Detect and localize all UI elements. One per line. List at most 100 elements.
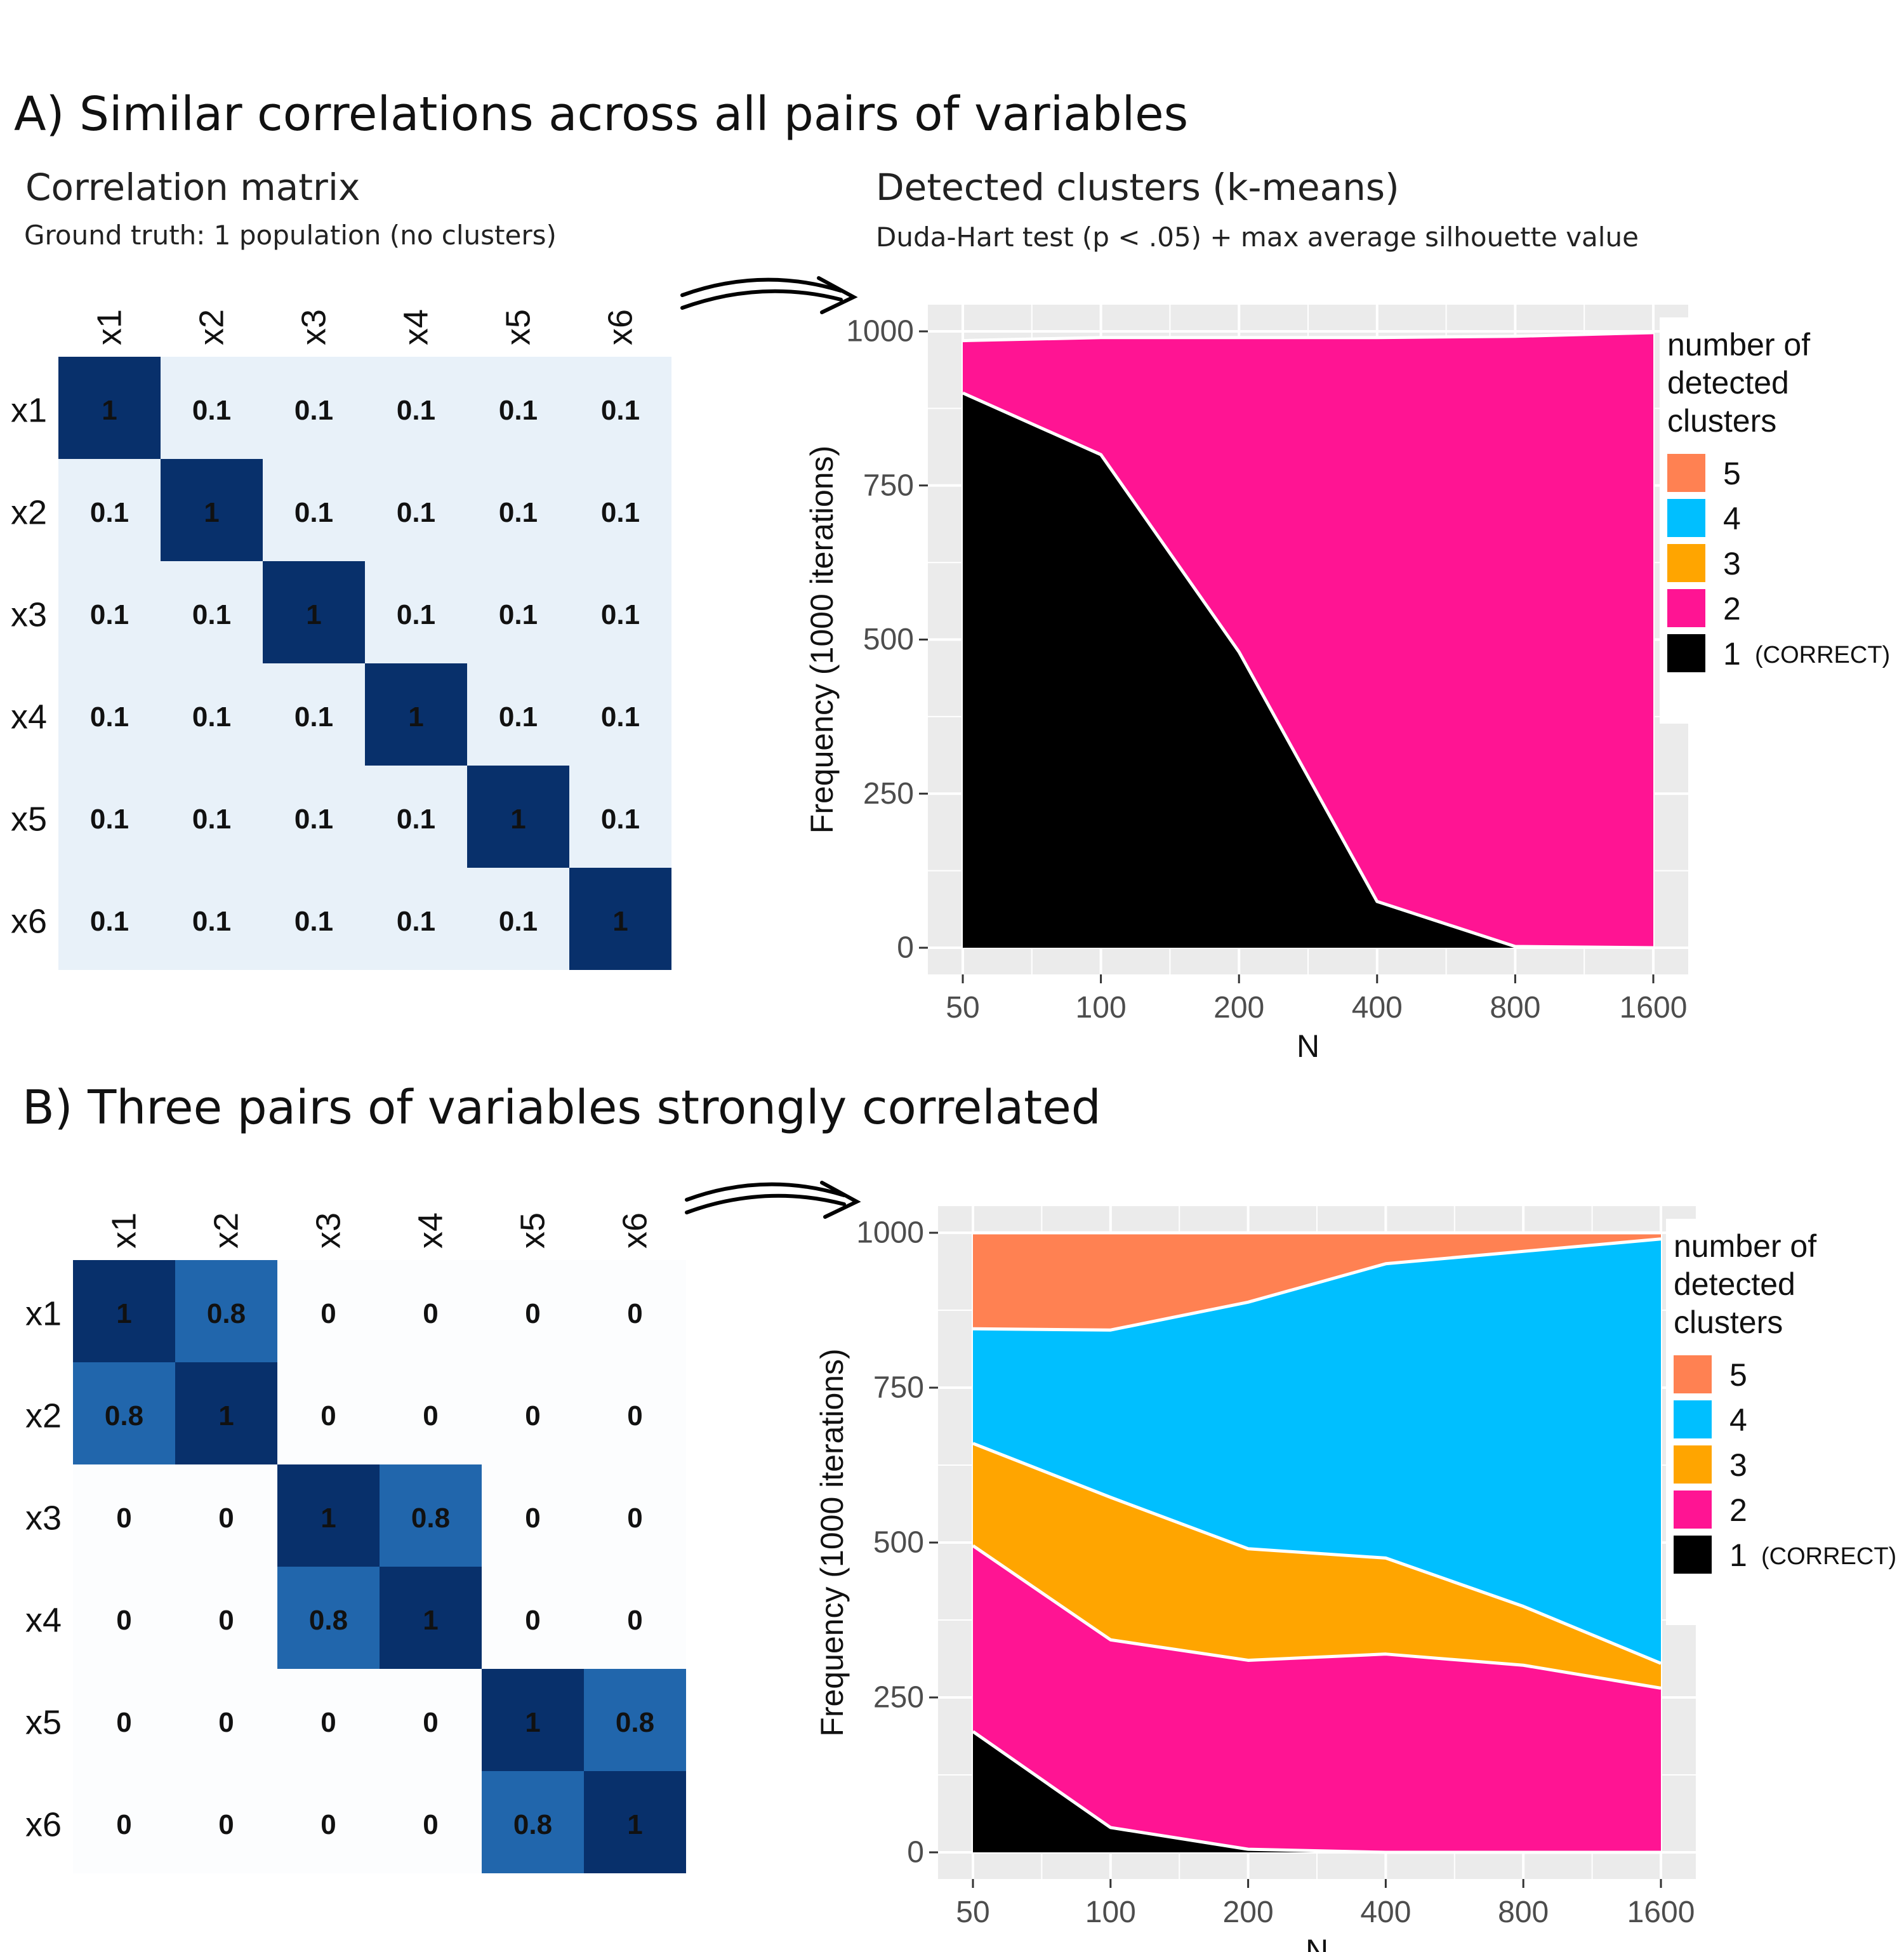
matrix-cell <box>380 1567 482 1669</box>
matrix-cell-value: 0 <box>423 1707 438 1738</box>
matrix-cell-value: 0.1 <box>397 599 435 630</box>
legend-title-line: number of <box>1667 327 1810 362</box>
matrix-cell <box>263 868 365 970</box>
matrix-col-label: x6 <box>616 1212 654 1249</box>
matrix-cell-value: 1 <box>423 1605 438 1636</box>
matrix-cell-value: 1 <box>510 804 526 835</box>
matrix-row-label: x5 <box>25 1704 62 1742</box>
matrix-cell <box>73 1362 175 1464</box>
matrix-cell-value: 0.1 <box>192 906 231 937</box>
matrix-cell <box>569 868 671 970</box>
matrix-col-label: x5 <box>514 1212 552 1249</box>
matrix-cell-value: 0.8 <box>309 1605 348 1636</box>
area-series-1 <box>963 393 1653 948</box>
matrix-a-title: Correlation matrix <box>25 166 360 209</box>
matrix-cell-value: 0.1 <box>192 395 231 426</box>
cluster-chart-b: 0 250 500 750 1000 50 100 200 400 800 1600 N Frequen… <box>814 1206 1901 1952</box>
matrix-col-label: x2 <box>208 1212 246 1249</box>
area-boundary-3 <box>972 1442 1662 1665</box>
matrix-cell <box>467 357 569 459</box>
matrix-cell-value: 0 <box>116 1809 131 1840</box>
legend-note: (CORRECT) <box>1761 1543 1896 1570</box>
matrix-cell <box>263 459 365 561</box>
legend-label: 4 <box>1729 1402 1747 1438</box>
matrix-cell <box>482 1362 584 1464</box>
y-axis-title: Frequency (1000 iterations) <box>804 446 840 833</box>
matrix-cell <box>161 868 263 970</box>
legend-label: 2 <box>1729 1492 1747 1528</box>
matrix-cell-value: 0.1 <box>294 804 333 835</box>
matrix-cell-value: 0.1 <box>90 804 129 835</box>
matrix-cell <box>365 459 467 561</box>
matrix-cell-value: 0 <box>218 1605 234 1636</box>
matrix-cell-value: 0.1 <box>294 701 333 733</box>
matrix-cell-value: 0.8 <box>207 1298 246 1329</box>
matrix-cell <box>365 868 467 970</box>
matrix-cell <box>365 561 467 663</box>
matrix-cell <box>584 1362 686 1464</box>
matrix-cell-value: 0 <box>423 1298 438 1329</box>
matrix-cell-value: 0.1 <box>294 497 333 528</box>
area-series-1 <box>973 1731 1661 1852</box>
matrix-cell <box>73 1669 175 1771</box>
matrix-cell <box>175 1464 277 1567</box>
matrix-cell <box>482 1567 584 1669</box>
matrix-cell <box>277 1464 380 1567</box>
y-tick-label: 500 <box>863 623 914 656</box>
legend-title-line: clusters <box>1674 1305 1783 1340</box>
x-axis-title: N <box>1306 1933 1328 1952</box>
matrix-cell <box>467 561 569 663</box>
matrix-cell-value: 0.1 <box>192 599 231 630</box>
matrix-cell <box>161 663 263 766</box>
matrix-a-note: Ground truth: 1 population (no clusters) <box>24 220 557 251</box>
legend-label: 5 <box>1723 456 1741 491</box>
matrix-col-label: x5 <box>499 309 538 345</box>
legend-label: 4 <box>1723 501 1741 536</box>
matrix-row-label: x6 <box>11 903 47 941</box>
matrix-cell <box>569 766 671 868</box>
y-tick-label: 1000 <box>856 1216 924 1250</box>
x-tick-label: 800 <box>1490 991 1540 1025</box>
matrix-cell-value: 1 <box>218 1400 234 1431</box>
matrix-col-label: x6 <box>602 309 640 345</box>
legend-label: 1 <box>1729 1537 1747 1573</box>
matrix-cell <box>277 1362 380 1464</box>
matrix-col-label: x3 <box>310 1212 348 1249</box>
matrix-cell <box>482 1464 584 1567</box>
legend-title-line: number of <box>1674 1228 1816 1264</box>
legend-label: 1 <box>1723 636 1741 672</box>
matrix-cell-value: 0 <box>525 1605 540 1636</box>
matrix-cell <box>161 459 263 561</box>
matrix-cell <box>263 561 365 663</box>
plot-a-note: Duda-Hart test (p < .05) + max average s… <box>876 222 1639 253</box>
matrix-row-label: x4 <box>11 698 47 736</box>
matrix-cell-value: 0 <box>423 1809 438 1840</box>
y-tick-label: 750 <box>863 468 914 502</box>
matrix-row-label: x3 <box>25 1499 62 1537</box>
matrix-cell <box>263 766 365 868</box>
matrix-cell <box>584 1464 686 1567</box>
matrix-row-label: x1 <box>25 1295 62 1333</box>
matrix-cell <box>263 663 365 766</box>
matrix-cell-value: 0.1 <box>192 701 231 733</box>
matrix-cell <box>175 1362 277 1464</box>
matrix-row-label: x3 <box>11 596 47 634</box>
matrix-col-label: x1 <box>105 1212 143 1249</box>
matrix-cell-value: 1 <box>116 1298 131 1329</box>
matrix-cell-value: 0 <box>627 1298 642 1329</box>
y-tick-label: 0 <box>897 931 914 965</box>
legend-key-3 <box>1674 1445 1712 1484</box>
matrix-cell-value: 0.1 <box>601 599 640 630</box>
matrix-cell-value: 0.1 <box>499 599 538 630</box>
matrix-cell <box>380 1464 482 1567</box>
matrix-col-label: x4 <box>412 1212 450 1249</box>
matrix-cell <box>482 1771 584 1873</box>
x-tick-label: 1600 <box>1627 1896 1695 1929</box>
area-boundary-1 <box>972 1730 1661 1854</box>
matrix-cell <box>569 357 671 459</box>
matrix-cell <box>73 1464 175 1567</box>
matrix-cell-value: 1 <box>408 701 423 733</box>
legend-key-4 <box>1674 1400 1712 1438</box>
matrix-cell-value: 1 <box>204 497 219 528</box>
